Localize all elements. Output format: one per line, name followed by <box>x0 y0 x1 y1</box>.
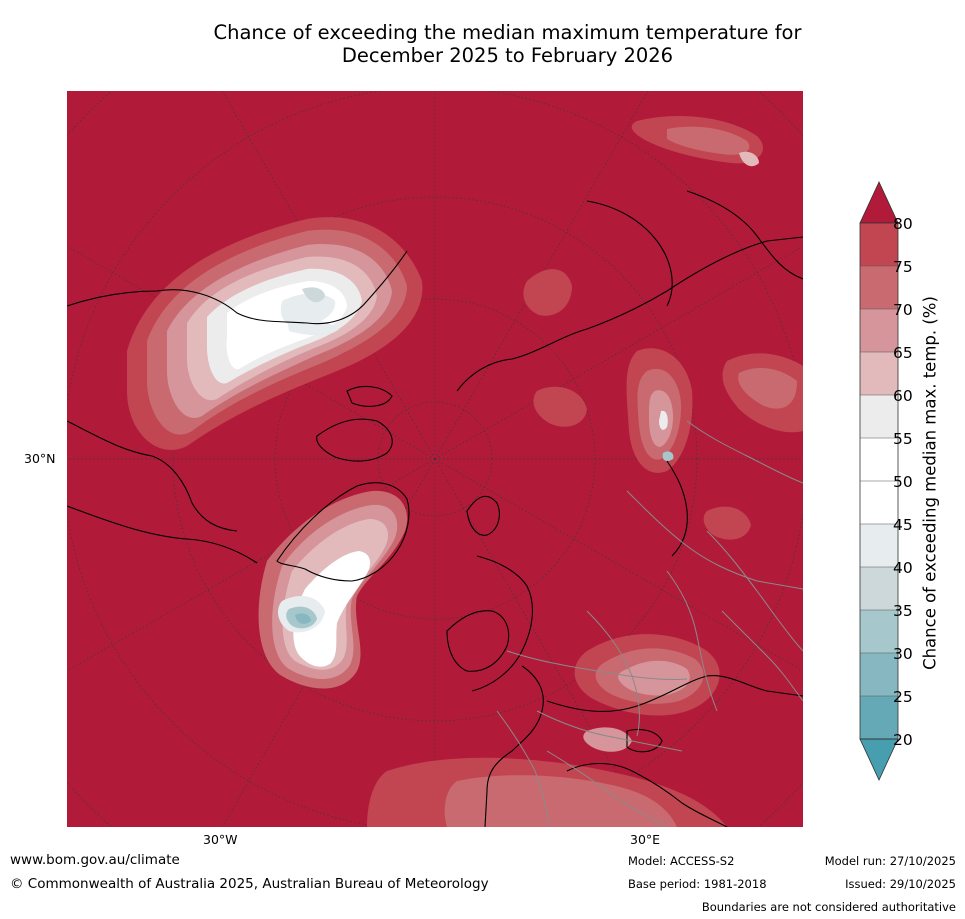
colorbar-dividers <box>860 265 898 697</box>
footer-model: Model: ACCESS-S2 <box>628 854 735 868</box>
coastlines <box>67 190 803 827</box>
colorbar-tick: 60 <box>893 387 913 405</box>
colorbar-tick: 30 <box>893 645 913 663</box>
colorbar-tick: 70 <box>893 301 913 319</box>
lat-label-30n: 30°N <box>24 451 56 466</box>
colorbar-swatch-50-55 <box>860 438 898 481</box>
colorbar-tick: 35 <box>893 602 913 620</box>
colorbar-tick: 50 <box>893 473 913 491</box>
colorbar-swatch-60-65 <box>860 352 898 395</box>
colorbar-swatch-35-40 <box>860 567 898 610</box>
region-north-atlantic <box>258 490 408 689</box>
colorbar-tick: 55 <box>893 430 913 448</box>
lon-label-30e: 30°E <box>630 832 661 847</box>
footer-copyright: © Commonwealth of Australia 2025, Austra… <box>10 876 489 892</box>
colorbar-swatch-55-60 <box>860 395 898 438</box>
region-europe <box>367 634 727 827</box>
colorbar <box>859 181 899 781</box>
title-line-1: Chance of exceeding the median maximum t… <box>213 21 802 44</box>
title-line-2: December 2025 to February 2026 <box>341 44 674 67</box>
colorbar-swatch-75-80 <box>860 223 898 266</box>
footer-model-run: Model run: 27/10/2025 <box>824 854 956 868</box>
colorbar-swatch-30-35 <box>860 610 898 653</box>
colorbar-tick: 20 <box>893 731 913 749</box>
colorbar-tick: 25 <box>893 688 913 706</box>
footer-issued: Issued: 29/10/2025 <box>845 877 956 891</box>
colorbar-swatch-40-45 <box>860 524 898 567</box>
colorbar-swatch-70-75 <box>860 266 898 309</box>
lon-label-30w: 30°W <box>203 832 238 847</box>
region-north-america-arctic <box>127 217 423 450</box>
colorbar-tick: 45 <box>893 516 913 534</box>
colorbar-swatch-20-25 <box>860 696 898 739</box>
footer-website[interactable]: www.bom.gov.au/climate <box>10 852 180 868</box>
chart-title: Chance of exceeding the median maximum t… <box>130 21 885 67</box>
colorbar-swatch-45-50 <box>860 481 898 524</box>
colorbar-tick-labels: 80 75 70 65 60 55 50 45 40 35 30 25 20 <box>893 0 933 919</box>
colorbar-tick: 75 <box>893 258 913 276</box>
map-panel <box>67 91 803 827</box>
footer-base-period: Base period: 1981-2018 <box>628 877 767 891</box>
colorbar-title-text: Chance of exceeding median max. temp. (%… <box>920 296 940 670</box>
colorbar-swatch-65-70 <box>860 309 898 352</box>
colorbar-tick: 65 <box>893 344 913 362</box>
footer-disclaimer: Boundaries are not considered authoritat… <box>701 900 956 914</box>
colorbar-tick: 40 <box>893 559 913 577</box>
region-central-asia <box>523 116 803 540</box>
probability-map <box>67 91 803 827</box>
colorbar-tick: 80 <box>893 215 913 233</box>
national-borders <box>496 420 803 827</box>
colorbar-swatch-25-30 <box>860 653 898 696</box>
